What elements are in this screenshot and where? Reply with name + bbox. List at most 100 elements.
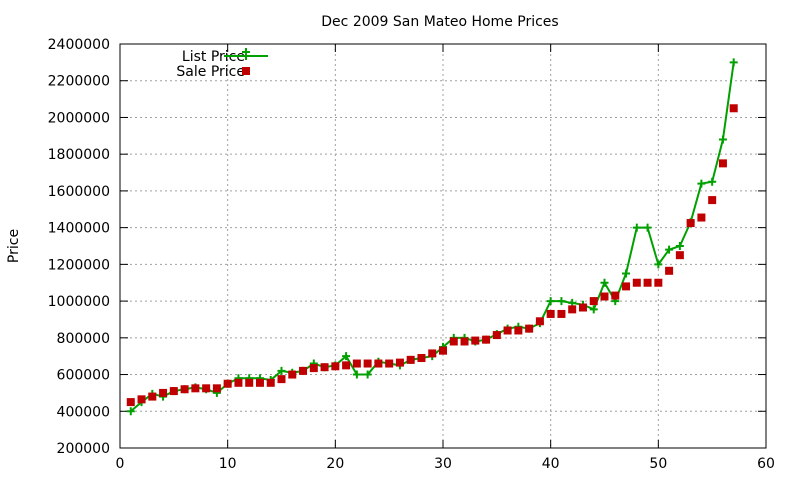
sale-price-point [600, 292, 609, 301]
sale-price-point [288, 370, 297, 379]
y-tick-label: 1200000 [48, 257, 110, 273]
sale-price-point [169, 387, 178, 396]
sale-price-point [137, 395, 146, 404]
sale-price-point [266, 378, 275, 387]
list-price-point [654, 260, 663, 269]
list-price-point [277, 366, 286, 375]
list-price-point [557, 297, 566, 306]
sale-price-point [589, 297, 598, 306]
x-tick-label: 10 [219, 456, 237, 472]
list-price-point [342, 352, 351, 361]
y-tick-label: 1000000 [48, 294, 110, 310]
x-tick-label: 0 [116, 456, 125, 472]
sale-price-point [708, 196, 717, 205]
sale-price-point [406, 355, 415, 364]
sale-price-point [654, 278, 663, 287]
x-tick-label: 20 [326, 456, 344, 472]
sale-price-point [255, 378, 264, 387]
list-price-point [708, 177, 717, 186]
sale-price-point [320, 363, 329, 372]
plot-series [126, 58, 738, 416]
x-tick-label: 50 [649, 456, 667, 472]
list-price-point [546, 297, 555, 306]
y-tick-label: 200000 [57, 441, 110, 457]
sale-price-point [234, 378, 243, 387]
axes: 0 10 20 30 40 50 60 200000 400000 600000 800000 100… [48, 37, 775, 472]
sale-price-point [492, 331, 501, 340]
y-tick-label: 1800000 [48, 147, 110, 163]
sale-price-point [417, 354, 426, 363]
sale-price-point [395, 358, 404, 367]
sale-price-point [299, 366, 308, 375]
legend: List Price Sale Price [176, 48, 268, 80]
chart-title: Dec 2009 San Mateo Home Prices [321, 14, 558, 30]
sale-price-point [191, 384, 200, 393]
list-price-point [643, 223, 652, 232]
y-tick-label: 600000 [57, 368, 110, 384]
sale-price-point [503, 326, 512, 335]
sale-price-point [525, 324, 534, 333]
y-tick-label: 1600000 [48, 184, 110, 200]
sale-price-point [546, 309, 555, 318]
sale-price-point [460, 337, 469, 346]
sale-price-point [622, 282, 631, 291]
sale-price-point [665, 266, 674, 275]
sale-price-point [352, 359, 361, 368]
legend-marker-list-price [242, 48, 250, 60]
sale-price-point [148, 392, 157, 401]
y-tick-label: 2000000 [48, 110, 110, 126]
list-price-point [589, 305, 598, 314]
sale-price-point [374, 359, 383, 368]
sale-price-point [697, 213, 706, 222]
y-axis-label: Price [6, 229, 22, 263]
sale-price-point [309, 364, 318, 373]
sale-price-point [675, 251, 684, 260]
sale-price-point [535, 317, 544, 326]
list-price-point [729, 58, 738, 67]
list-price-point [632, 223, 641, 232]
sale-price-point [557, 309, 566, 318]
sale-price-point [245, 378, 254, 387]
sale-price-point [385, 359, 394, 368]
sale-price-point [126, 398, 135, 407]
list-price-point [622, 269, 631, 278]
sale-price-point [578, 303, 587, 312]
legend-label-sale-price: Sale Price [176, 64, 245, 80]
sale-price-point [718, 159, 727, 168]
sale-price-point [277, 375, 286, 384]
sale-price-point [180, 385, 189, 394]
list-price-point [352, 370, 361, 379]
list-price-point [363, 370, 372, 379]
sale-price-point [212, 384, 221, 393]
sale-price-point [729, 104, 738, 113]
sale-price-point [202, 384, 211, 393]
sale-price-point [159, 388, 168, 397]
sale-price-point [342, 361, 351, 370]
sale-price-point [428, 349, 437, 358]
sale-price-point [482, 335, 491, 344]
list-price-point [718, 135, 727, 144]
sale-price-point [449, 337, 458, 346]
x-tick-label: 60 [757, 456, 775, 472]
legend-label-list-price: List Price [182, 49, 245, 65]
sale-price-point [331, 362, 340, 371]
y-tick-label: 2400000 [48, 37, 110, 53]
list-price-point [697, 179, 706, 188]
x-tick-label: 40 [542, 456, 560, 472]
sale-price-point [568, 305, 577, 314]
list-price-point [126, 407, 135, 416]
y-tick-label: 1400000 [48, 221, 110, 237]
y-tick-label: 2200000 [48, 74, 110, 90]
y-tick-label: 400000 [57, 404, 110, 420]
sale-price-point [363, 359, 372, 368]
list-price-point [665, 245, 674, 254]
x-tick-label: 30 [434, 456, 452, 472]
sale-price-point [223, 379, 232, 388]
legend-marker-sale-price [242, 67, 250, 75]
sale-price-point [471, 336, 480, 345]
sale-price-point [439, 346, 447, 355]
sale-price-point [611, 291, 620, 300]
sale-price-point [632, 278, 641, 287]
y-tick-label: 800000 [57, 331, 110, 347]
